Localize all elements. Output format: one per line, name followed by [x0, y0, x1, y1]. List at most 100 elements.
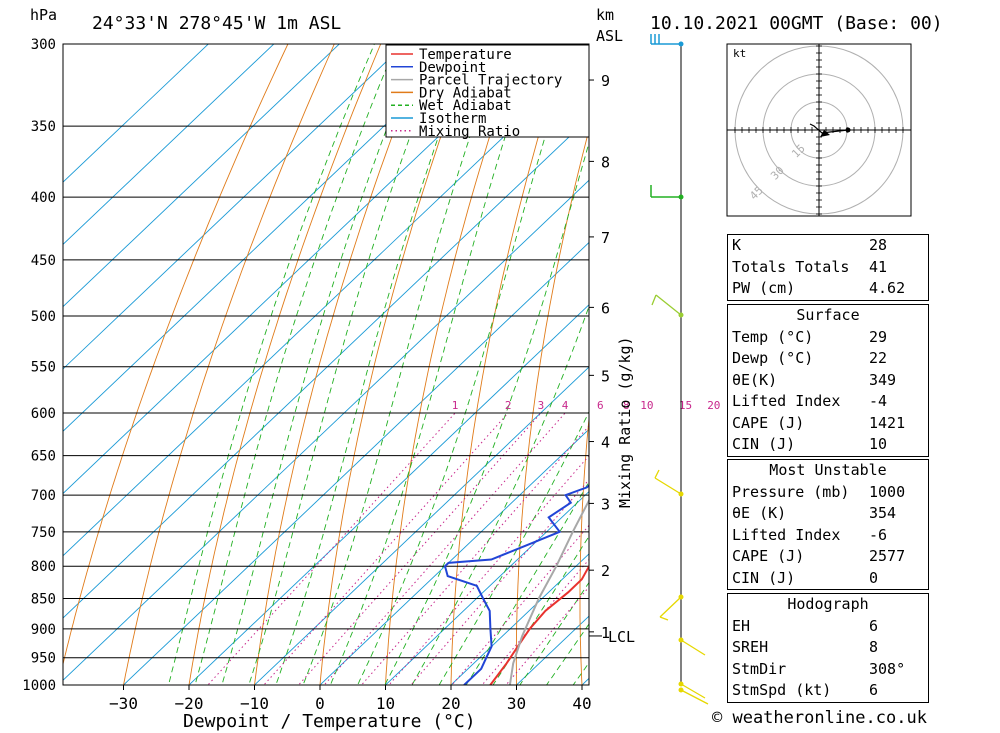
hodograph-table: Hodograph EH 6 SREH 8 StmDir 308° StmSpd (k… — [727, 593, 929, 703]
wind-barb — [680, 683, 706, 699]
mixing-ratio-label: 6 — [597, 399, 604, 412]
height-tick-label: 7 — [601, 229, 610, 247]
index-row: StmDir 308° — [732, 659, 906, 678]
hodograph-title: Hodograph — [787, 595, 869, 613]
height-tick-label: 9 — [601, 72, 610, 90]
asl-label: ASL — [596, 27, 623, 45]
mixing-ratio-label: 8 — [623, 399, 630, 412]
temperature-tick-label: −30 — [109, 694, 138, 713]
legend-label: Dewpoint — [419, 60, 486, 76]
dry-adiabat-line — [188, 44, 382, 685]
wind-barb — [680, 639, 706, 656]
temperature-tick-label: 20 — [441, 694, 460, 713]
most-unstable-table: Most Unstable Pressure (mb) 1000 θE (K) 35… — [727, 459, 929, 590]
dry-adiabat-line — [450, 44, 567, 685]
wet-adiabat-line — [519, 581, 589, 685]
isotherm-line — [450, 553, 589, 685]
wind-dot — [678, 687, 684, 693]
isotherm-line — [63, 44, 340, 308]
wind-profile — [650, 34, 709, 705]
temperature-tick-label: 10 — [376, 694, 395, 713]
profiles — [443, 483, 589, 685]
wet-adiabat-line — [465, 481, 589, 685]
wet-adiabat-line — [275, 44, 473, 685]
wind-dot — [678, 41, 684, 47]
pressure-tick-label: 650 — [31, 449, 56, 465]
dry-adiabat-line — [254, 44, 428, 685]
pressure-tick-label: 1000 — [22, 678, 56, 694]
index-row: CIN (J) 10 — [732, 435, 888, 453]
dry-adiabat-line — [976, 7, 1000, 711]
datetime-title: 10.10.2021 00GMT (Base: 00) — [650, 13, 943, 34]
dry-adiabat-line — [515, 128, 589, 685]
mixing-ratio-label: 1 — [452, 399, 459, 412]
isotherm-line — [188, 304, 589, 685]
surface-title: Surface — [796, 306, 860, 324]
pressure-tick-label: 300 — [31, 37, 56, 53]
mixing-ratio-label: 4 — [562, 399, 569, 412]
isotherm-line — [63, 44, 209, 183]
legend-label: Temperature — [419, 47, 512, 63]
pressure-tick-label: 700 — [31, 488, 56, 504]
wet-adiabat-line — [384, 141, 589, 685]
wind-barb — [659, 596, 682, 618]
mixing-ratio-label: 2 — [505, 399, 512, 412]
index-row: StmSpd (kt) 6 — [732, 681, 879, 699]
pressure-tick-label: 950 — [31, 651, 56, 667]
index-row: θE (K) 354 — [732, 504, 897, 522]
height-tick-label: 3 — [601, 495, 610, 513]
index-row: Pressure (mb) 1000 — [732, 482, 906, 501]
mixing-ratio-label: 15 — [679, 399, 692, 412]
indices-table: K 28 Totals Totals 41 PW (cm) 4.62 — [727, 234, 929, 301]
wind-barb — [654, 477, 682, 495]
index-row: EH 6 — [732, 616, 879, 635]
index-row: Totals Totals 41 — [732, 257, 888, 276]
height-tick-label: 4 — [601, 434, 610, 452]
copyright-link[interactable]: © weatheronline.co.uk — [712, 708, 927, 728]
mixing-ratio-line — [297, 412, 542, 685]
legend-box — [385, 44, 590, 138]
wet-adiabat-line — [411, 304, 589, 685]
legend-label: Dry Adiabat — [419, 85, 512, 101]
pressure-tick-label: 550 — [31, 360, 56, 376]
mixing-ratio-axis-title: Mixing Ratio (g/kg) — [616, 336, 634, 508]
dry-adiabat-line — [123, 44, 335, 685]
dewpoint-profile — [443, 483, 589, 685]
pressure-tick-label: 500 — [31, 309, 56, 325]
wet-adiabat-line — [302, 44, 503, 685]
mixing-ratio-label: 3 — [538, 399, 545, 412]
temperature-profile — [489, 564, 589, 685]
wet-adiabat-line — [221, 44, 421, 685]
mixing-ratio-labels: 12346810152025 — [452, 399, 743, 412]
legend-label: Isotherm — [419, 111, 486, 127]
wet-adiabat-line — [546, 623, 589, 685]
isotherm-line — [253, 366, 589, 685]
index-row: Lifted Index -6 — [732, 525, 888, 544]
mixing-ratio-line — [505, 586, 589, 685]
pressure-tick-label: 450 — [31, 253, 56, 269]
pressure-tick-label: 350 — [31, 119, 56, 135]
isotherm-line — [63, 44, 406, 370]
height-tick-label: 6 — [601, 299, 610, 317]
parcel-trajectory — [508, 498, 589, 685]
index-row: PW (cm) 4.62 — [732, 279, 906, 297]
temperature-tick-label: −10 — [240, 694, 269, 713]
surface-table: Surface Temp (°C) 29 Dewp (°C) 22 θE(K) 349… — [727, 304, 929, 457]
legend-label: Parcel Trajectory — [419, 73, 562, 89]
mixing-ratio-line — [263, 412, 509, 685]
index-row: CAPE (J) 1421 — [732, 413, 906, 432]
dry-adiabat-line — [642, 7, 716, 711]
pressure-tick-label: 600 — [31, 406, 56, 422]
wet-adiabat-line — [329, 44, 537, 685]
temperature-tick-labels: −30 −20 −10 0 10 20 30 40 — [109, 685, 592, 713]
x-axis-title: Dewpoint / Temperature (°C) — [183, 711, 476, 732]
temperature-tick-label: 30 — [507, 694, 526, 713]
wind-dot — [678, 594, 684, 600]
index-row: Dewp (°C) 22 — [732, 349, 888, 367]
index-row: CIN (J) 0 — [732, 568, 879, 587]
hodograph-unit: kt — [733, 47, 746, 60]
mixing-ratio-line — [323, 412, 566, 685]
index-row: SREH 8 — [732, 638, 879, 656]
